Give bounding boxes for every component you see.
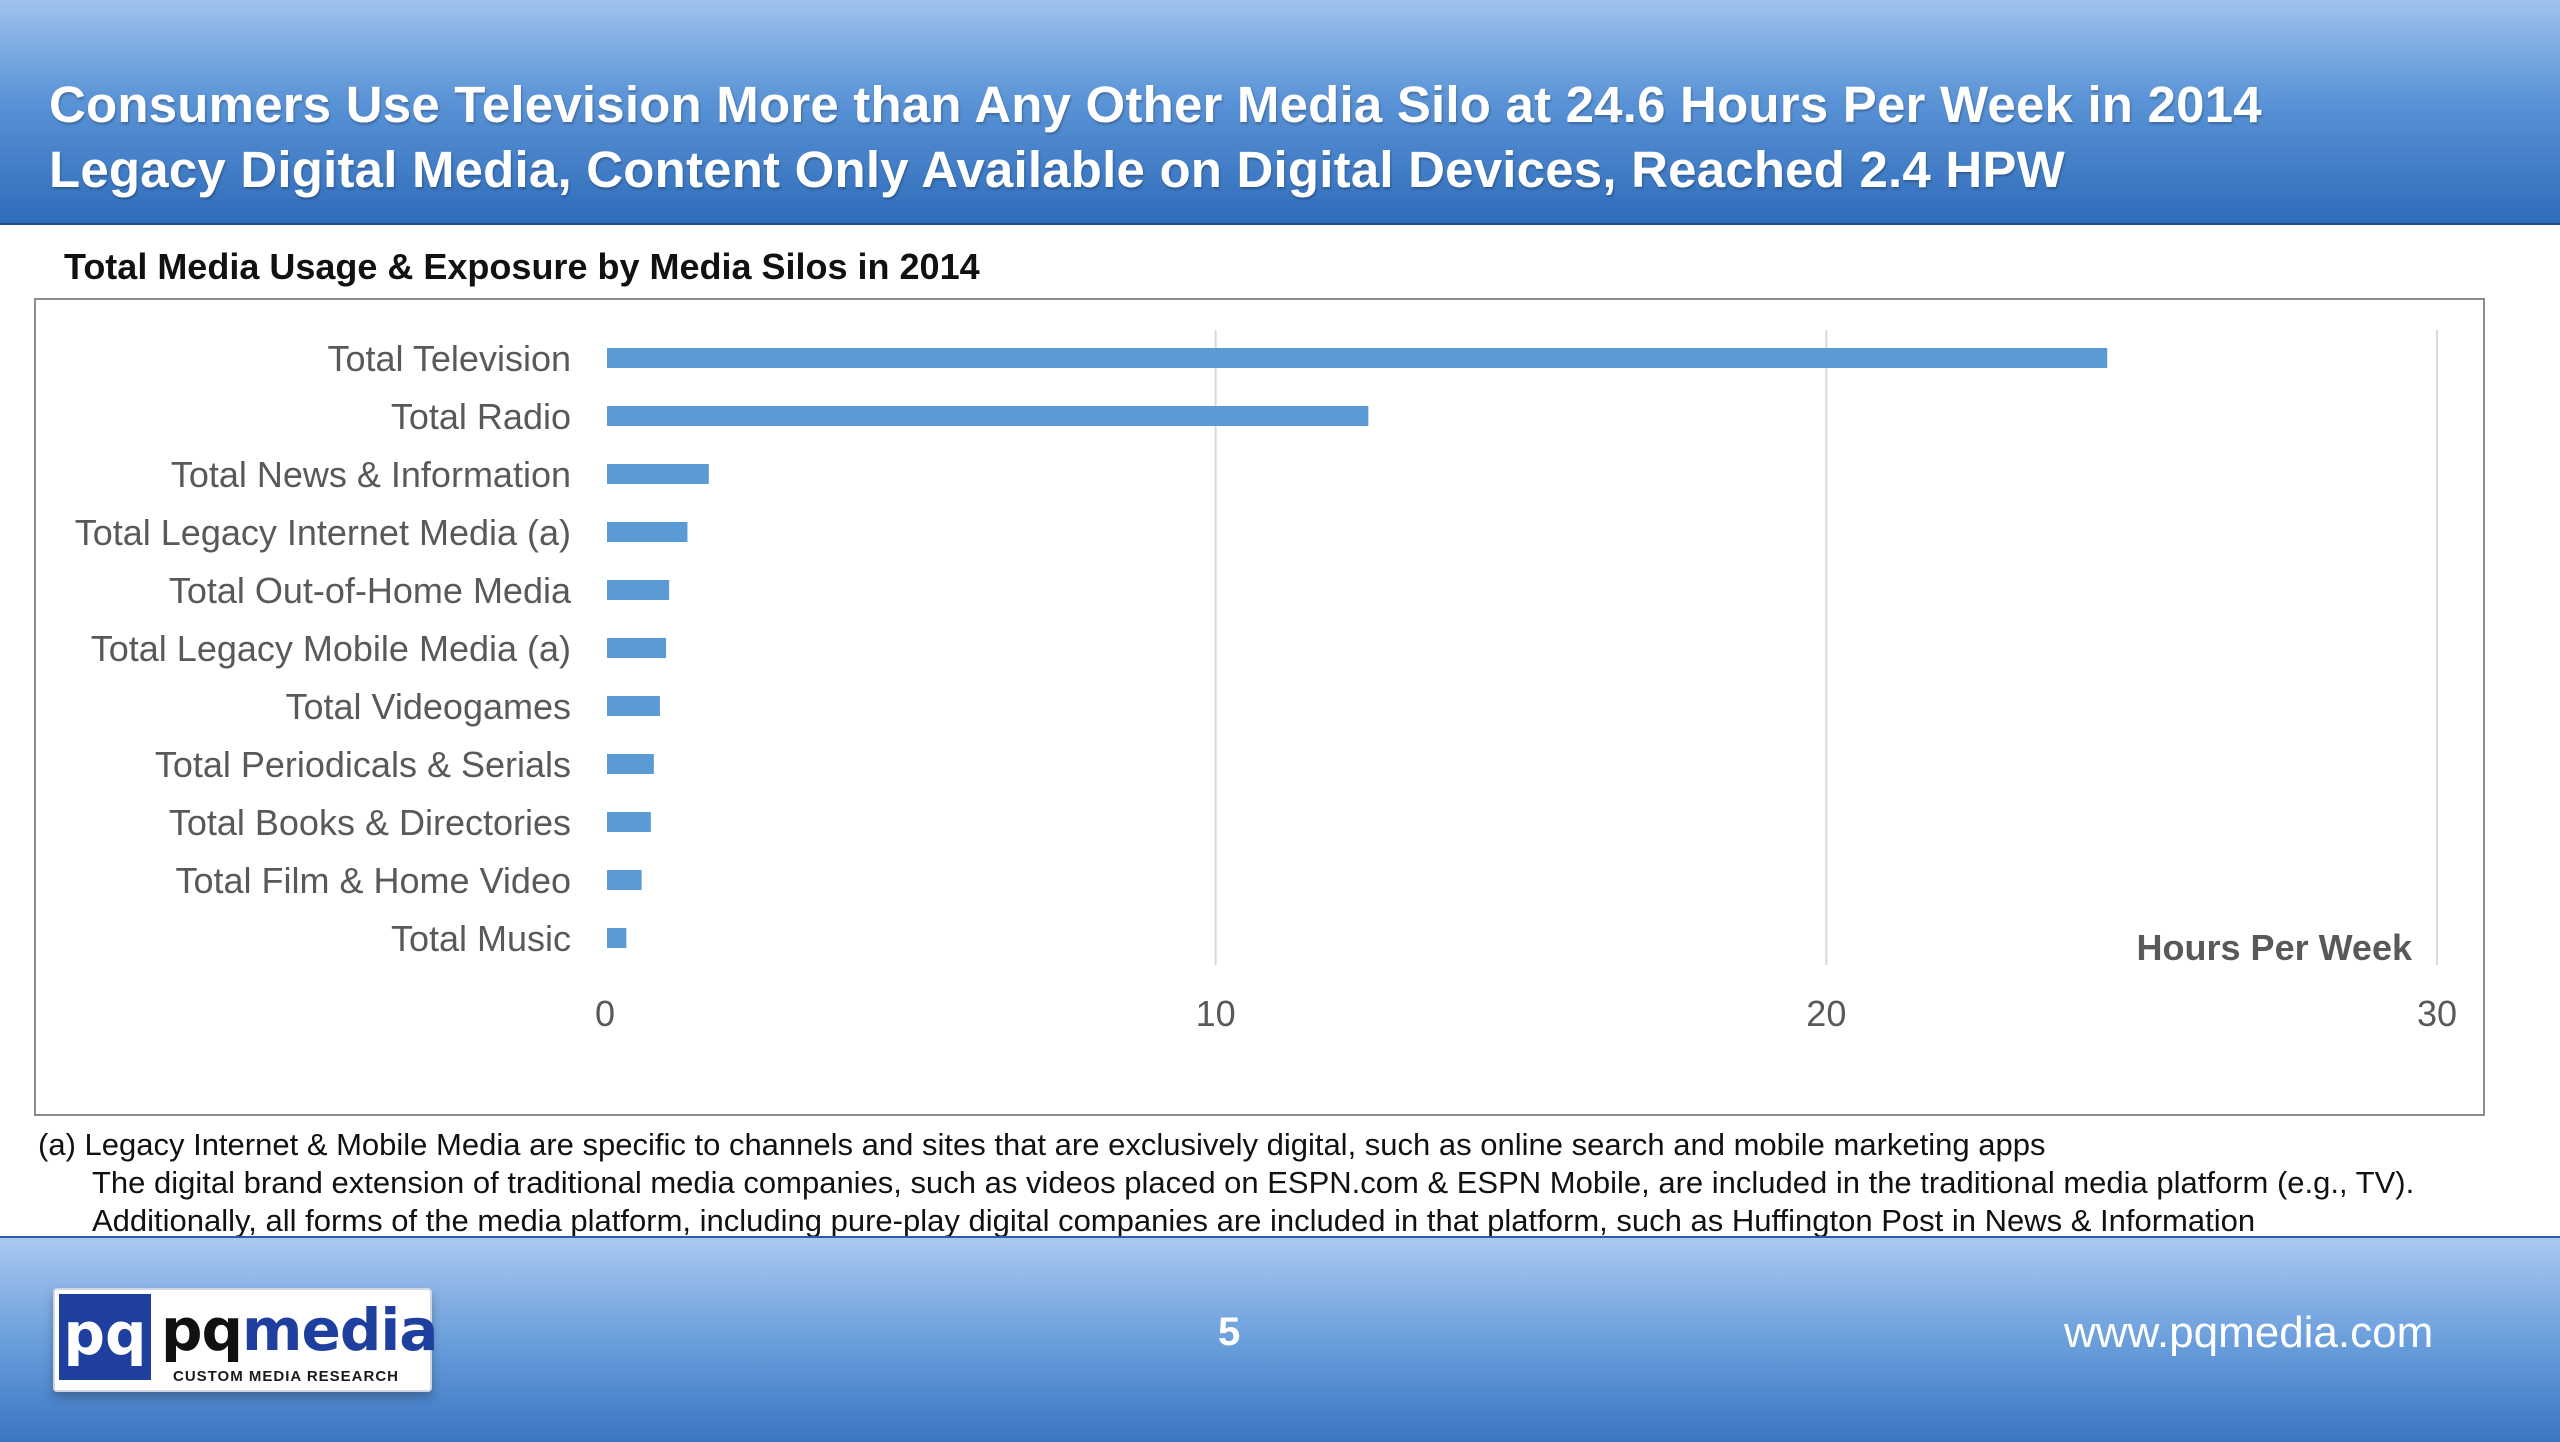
logo-mark: pq [59, 1294, 151, 1380]
category-label: Total Out-of-Home Media [169, 570, 572, 611]
bar [607, 522, 688, 542]
category-label: Total Legacy Internet Media (a) [75, 512, 571, 553]
footnote-line-1: (a) Legacy Internet & Mobile Media are s… [38, 1127, 2046, 1162]
category-label: Total Legacy Mobile Media (a) [91, 628, 571, 669]
category-label: Total Music [391, 918, 571, 959]
bar [607, 464, 709, 484]
x-axis-label: Hours Per Week [2137, 927, 2413, 968]
bar [607, 870, 642, 890]
footer-bar: pq pqmedia CUSTOM MEDIA RESEARCH 5 www.p… [0, 1236, 2560, 1442]
category-label: Total Film & Home Video [176, 860, 572, 901]
logo-word-media: media [242, 1296, 438, 1364]
footnote-line-2: The digital brand extension of tradition… [92, 1165, 2415, 1200]
pqmedia-logo: pq pqmedia CUSTOM MEDIA RESEARCH [53, 1288, 438, 1392]
headline-line-1: Consumers Use Television More than Any O… [49, 76, 2262, 133]
x-tick-label: 0 [595, 993, 615, 1034]
x-tick-label: 10 [1196, 993, 1236, 1034]
logo-wordmark: pqmedia [161, 1296, 438, 1364]
category-label: Total Radio [391, 396, 571, 437]
x-tick-label: 30 [2417, 993, 2457, 1034]
bar [607, 406, 1369, 426]
category-label: Total Periodicals & Serials [155, 744, 571, 785]
chart-title: Total Media Usage & Exposure by Media Si… [64, 246, 980, 287]
page-number: 5 [1218, 1310, 1241, 1354]
category-label: Total News & Information [171, 454, 571, 495]
category-label: Total Videogames [285, 686, 571, 727]
title-banner: Consumers Use Television More than Any O… [0, 0, 2560, 225]
headline-line-2: Legacy Digital Media, Content Only Avail… [49, 141, 2065, 198]
bar [607, 696, 660, 716]
bar [607, 812, 651, 832]
category-label: Total Television [328, 338, 571, 379]
bar-chart: 0 10 20 30 Total Television Total Radio Total … [75, 330, 2457, 1034]
bar [607, 348, 2108, 368]
x-tick-label: 20 [1806, 993, 1846, 1034]
bar [607, 638, 667, 658]
footnote-line-3: Additionally, all forms of the media pla… [92, 1203, 2256, 1238]
footnotes: (a) Legacy Internet & Mobile Media are s… [38, 1126, 2538, 1240]
bar [607, 754, 654, 774]
bar [607, 928, 627, 948]
category-label: Total Books & Directories [169, 802, 571, 843]
logo-tagline: CUSTOM MEDIA RESEARCH [173, 1368, 400, 1385]
chart-panel: 0 10 20 30 Total Television Total Radio Total … [34, 298, 2485, 1116]
website-url: www.pqmedia.com [2064, 1308, 2434, 1357]
logo-word-pq: pq [161, 1296, 243, 1364]
bar [607, 580, 670, 600]
